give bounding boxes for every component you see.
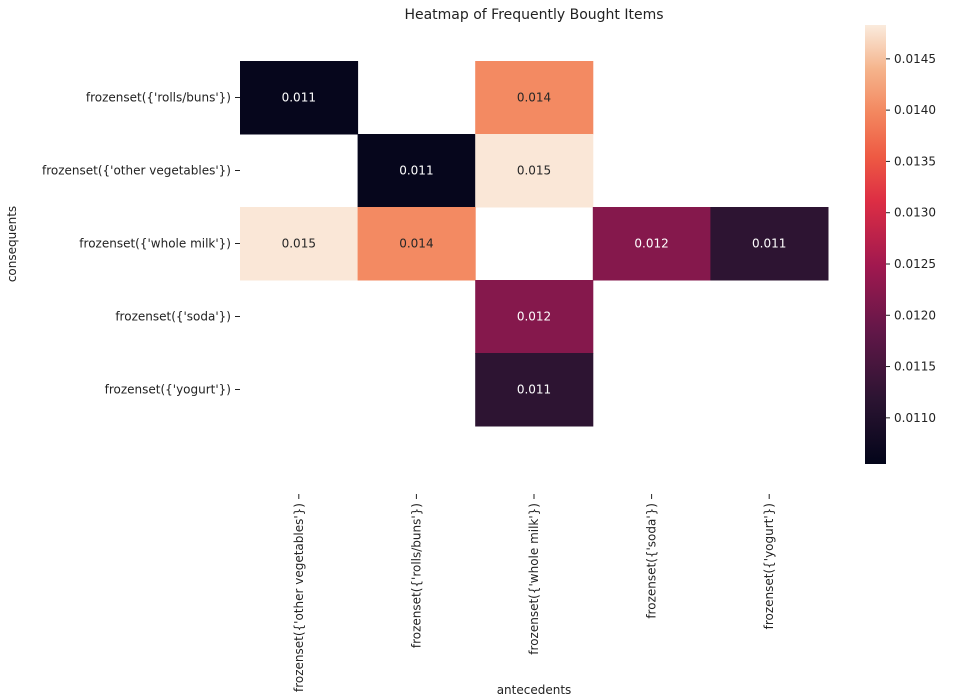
heatmap-cell <box>710 207 829 281</box>
x-tick-label: frozenset({'other vegetables'}) <box>292 503 306 692</box>
colorbar-tick-label: 0.0115 <box>894 360 936 374</box>
y-tick-label: frozenset({'yogurt'}) <box>105 383 231 397</box>
x-axis-label: antecedents <box>497 683 572 697</box>
heatmap-cell <box>240 61 359 135</box>
cell-value-label: 0.011 <box>517 383 551 397</box>
y-tick-label: frozenset({'rolls/buns'}) <box>86 91 231 105</box>
heatmap-cell <box>475 134 594 208</box>
cell-value-label: 0.015 <box>517 164 551 178</box>
colorbar-tick-label: 0.0125 <box>894 257 936 271</box>
x-tick-label: frozenset({'yogurt'}) <box>762 503 776 629</box>
y-axis-ticks: frozenset({'rolls/buns'}) frozenset({'oth… <box>42 91 240 397</box>
heatmap-cell <box>240 207 359 281</box>
heatmap-cell <box>475 61 594 135</box>
y-axis-label: consequents <box>5 206 19 282</box>
heatmap-cell <box>357 134 476 208</box>
x-axis-ticks: frozenset({'other vegetables'}) frozenset… <box>292 494 776 692</box>
colorbar-tick-label: 0.0110 <box>894 411 936 425</box>
heatmap-cell <box>475 353 594 427</box>
colorbar-ticks: 0.0110 0.0115 0.0120 0.0125 0.0130 0.0135 0.01… <box>886 52 936 425</box>
cell-value-label: 0.015 <box>282 237 316 251</box>
cell-value-label: 0.011 <box>752 237 786 251</box>
cell-value-label: 0.012 <box>634 237 668 251</box>
colorbar-tick-label: 0.0135 <box>894 154 936 168</box>
y-tick-label: frozenset({'other vegetables'}) <box>42 164 231 178</box>
heatmap-cells: 0.011 0.014 0.011 0.015 0.015 0.014 0.012 0.011… <box>240 61 829 427</box>
cell-value-label: 0.011 <box>399 164 433 178</box>
x-tick-label: frozenset({'whole milk'}) <box>527 503 541 655</box>
heatmap-cell <box>475 280 594 354</box>
colorbar-tick-label: 0.0130 <box>894 206 936 220</box>
colorbar-tick-label: 0.0140 <box>894 103 936 117</box>
y-tick-label: frozenset({'whole milk'}) <box>79 237 231 251</box>
cell-value-label: 0.014 <box>517 91 551 105</box>
colorbar <box>865 25 886 464</box>
colorbar-tick-label: 0.0145 <box>894 52 936 66</box>
cell-value-label: 0.014 <box>399 237 433 251</box>
x-tick-label: frozenset({'rolls/buns'}) <box>409 503 423 648</box>
chart-title: Heatmap of Frequently Bought Items <box>404 7 663 23</box>
cell-value-label: 0.012 <box>517 310 551 324</box>
colorbar-tick-label: 0.0120 <box>894 308 936 322</box>
cell-value-label: 0.011 <box>282 91 316 105</box>
y-tick-label: frozenset({'soda'}) <box>115 310 231 324</box>
heatmap-cell <box>357 207 476 281</box>
heatmap-cell <box>592 207 711 281</box>
x-tick-label: frozenset({'soda'}) <box>645 503 659 619</box>
